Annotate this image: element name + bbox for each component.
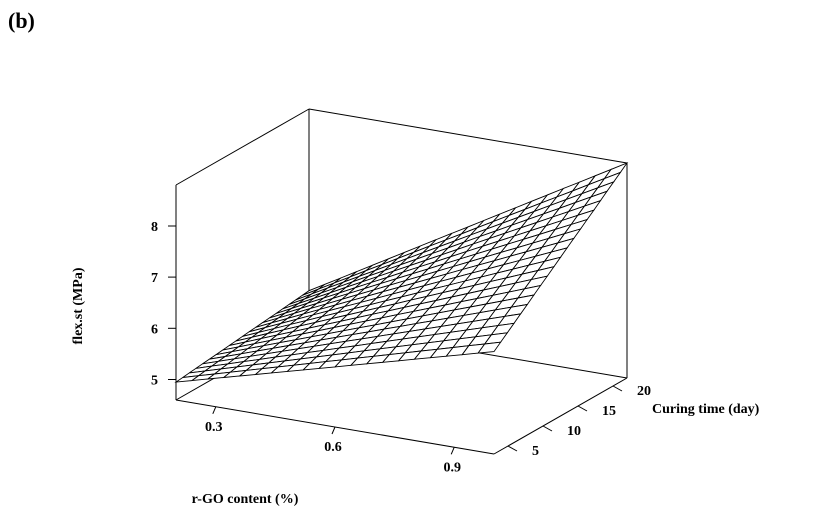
y-tick-label: 5 xyxy=(532,444,539,459)
box-edge xyxy=(493,377,628,455)
z-tick-label: 8 xyxy=(151,220,158,235)
axis-ticks: 5 6 7 8 0.3 0.6 0.9 5 10 15 20 xyxy=(151,220,651,475)
x-tick xyxy=(331,426,336,435)
y-tick xyxy=(577,405,588,412)
surface-cell xyxy=(477,341,502,354)
y-tick-label: 20 xyxy=(637,384,651,399)
y-axis-label: Curing time (day) xyxy=(652,402,760,417)
z-axis-label: flex.st (MPa) xyxy=(71,267,86,344)
x-tick xyxy=(212,406,217,414)
x-tick xyxy=(450,447,455,455)
x-tick-label: 0.9 xyxy=(444,460,462,475)
box-edge xyxy=(175,108,310,186)
x-tick-label: 0.3 xyxy=(205,420,223,435)
z-tick-label: 7 xyxy=(151,271,158,286)
y-tick xyxy=(612,385,623,392)
y-tick xyxy=(507,445,518,452)
response-surface xyxy=(174,162,629,383)
x-tick-label: 0.6 xyxy=(324,440,342,455)
y-tick xyxy=(542,425,553,432)
x-axis-label: r-GO content (%) xyxy=(192,492,299,507)
y-tick-label: 15 xyxy=(602,404,616,419)
z-tick-label: 6 xyxy=(151,322,158,337)
panel-label: (b) xyxy=(8,8,35,33)
box-edge xyxy=(308,108,628,164)
y-tick-label: 10 xyxy=(567,424,581,439)
z-tick-label: 5 xyxy=(151,374,158,389)
